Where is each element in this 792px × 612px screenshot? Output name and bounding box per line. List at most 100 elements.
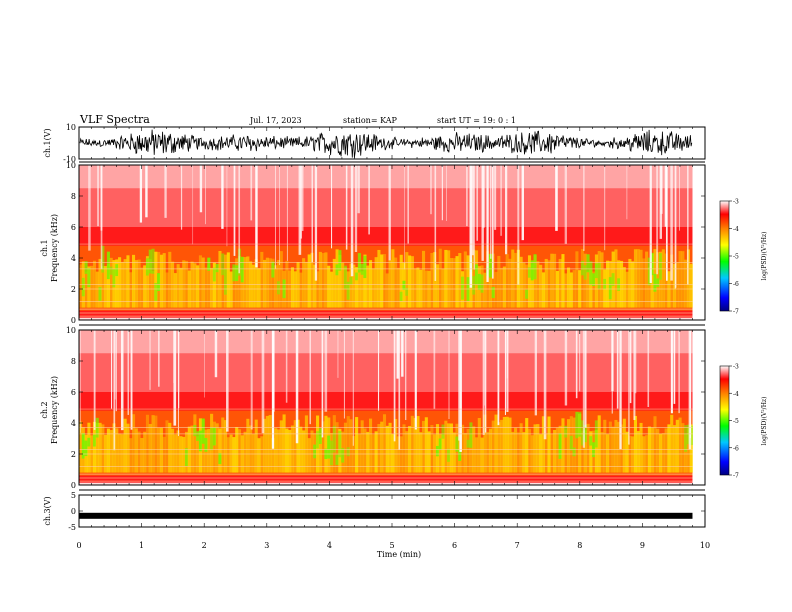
ch2-spec-yellow-cell	[282, 414, 286, 473]
ch2-colorbar-tick-label: -4	[733, 391, 739, 398]
ch2-spec-yellow-cell	[608, 421, 612, 473]
ch2-spec-yellow-cell	[109, 430, 113, 473]
ch3-wave-frame	[78, 494, 706, 528]
ch2-spec-dc-band	[79, 482, 693, 485]
ch1-spec-green-cell	[338, 250, 342, 271]
ch1-spec-green-cell	[145, 258, 150, 276]
ch2-spec-yellow-cell	[684, 433, 688, 473]
ch2-spec-yellow-cell	[486, 431, 490, 473]
ch1-spec-yellow-cell	[271, 258, 275, 308]
figure-title: VLF Spectra	[79, 113, 150, 126]
ch1-spec-yellow-cell	[449, 258, 453, 308]
ch3-waveform-trace	[79, 512, 693, 519]
x-tick-label: 6	[452, 541, 457, 550]
ch1-spec-yellow-cell	[260, 251, 264, 308]
ch2-spec-yellow-cell	[115, 428, 119, 473]
ch2-spec-yellow-cell	[603, 419, 607, 473]
ch2-spec-yellow-cell	[285, 428, 289, 473]
x-tick-label: 5	[389, 541, 394, 550]
ch2-spec-yellow-cell	[449, 423, 453, 473]
ch1-spec-yellow-cell	[441, 268, 445, 308]
ch2-spec-yellow-cell	[466, 428, 470, 473]
ch1-colorbar-tick-label: -6	[733, 281, 739, 288]
ch1-spec-yellow-cell	[123, 259, 127, 308]
ch1-spec-yellow-cell	[645, 251, 649, 308]
ch2-spec-yellow-cell	[625, 431, 629, 473]
ch1-spec-yellow-cell	[438, 248, 442, 308]
ch2-spec-yellow-cell	[380, 421, 384, 473]
ch2-spec-yellow-cell	[218, 428, 222, 473]
ch1-ylabel-line1: ch.1	[40, 239, 49, 256]
ch2-colorbar-tick-label: -6	[733, 445, 739, 452]
ch2-spec-yellow-cell	[661, 433, 665, 473]
ch2-spec-yellow-cell	[653, 416, 657, 473]
ch1-spec-yellow-cell	[355, 267, 359, 308]
ch1-spec-yellow-cell	[550, 253, 554, 308]
ch2-spec-green-cell	[589, 436, 593, 446]
ch1-spec-yellow-cell	[341, 262, 345, 308]
ch1-spec-green-cell	[355, 272, 359, 281]
ch2-spec-green-cell	[572, 447, 576, 457]
ch1-spec-yellow-cell	[363, 254, 367, 308]
ch1-spec-yellow-cell	[332, 258, 336, 308]
ch2-spec-yellow-cell	[134, 428, 138, 473]
ch2-spec-yellow-cell	[123, 418, 127, 473]
ch1-waveform-line	[79, 129, 693, 158]
ch1-spec-yellow-cell	[413, 268, 417, 308]
ch1-spec-yellow-cell	[251, 264, 255, 308]
ch2-spec-yellow-cell	[452, 432, 456, 473]
ch2-spec-yellow-cell	[405, 431, 409, 473]
ch2-spec-yellow-cell	[463, 433, 467, 473]
ch2-spec-yellow-cell	[480, 437, 484, 473]
ch2-spec-yellow-cell	[681, 423, 685, 473]
ch1-spec-green-cell	[488, 253, 493, 278]
ch2-spec-yellow-cell	[594, 430, 598, 473]
ch2-spec-yellow-cell	[416, 416, 420, 473]
ch1-spec-green-cell	[656, 278, 660, 287]
ch1-spec-yellow-cell	[561, 254, 565, 308]
ch1-spec-yellow-cell	[553, 253, 557, 308]
ch2-spec-yellow-cell	[597, 415, 601, 473]
ch1-spec-yellow-cell	[410, 256, 414, 308]
ch1-spec-green-cell	[335, 264, 339, 276]
ch1-spec-yellow-cell	[483, 272, 487, 308]
ch1-spec-yellow-cell	[377, 249, 381, 308]
ch1-spec-green-cell	[594, 263, 598, 279]
ch1-spec-yellow-cell	[514, 252, 518, 308]
ch1-spec-green-cell	[592, 273, 596, 286]
ch2-spec-yellow-cell	[148, 423, 152, 473]
ch2-colorbar: -3 -4 -5 -6 -7	[719, 364, 739, 480]
ch1-spec-yellow-cell	[519, 256, 523, 308]
ch2-spec-yellow-cell	[165, 420, 169, 473]
ch1-spec-green-cell	[154, 282, 158, 301]
ch2-spec-yellow-cell	[221, 417, 225, 473]
ch1-spec-ytick-label: 6	[71, 223, 76, 232]
ch2-spec-yellow-cell	[288, 429, 292, 473]
ch2-spec-green-cell	[466, 439, 470, 448]
ch2-spec-yellow-cell	[159, 427, 163, 473]
ch2-spec-yellow-cell	[589, 431, 593, 473]
ch1-colorbar-tick-label: -4	[733, 226, 739, 233]
ch1-spec-yellow-cell	[134, 260, 138, 308]
ch1-spec-yellow-cell	[399, 254, 403, 308]
ch1-spec-yellow-cell	[380, 254, 384, 308]
ch1-spec-green-cell	[472, 275, 476, 295]
ch1-spec-yellow-cell	[162, 253, 166, 308]
ch2-spec-green-cell	[193, 424, 197, 437]
ch1-spec-yellow-cell	[544, 258, 548, 308]
ch1-spec-yellow-cell	[313, 264, 317, 308]
ch1-spec-green-cell	[98, 287, 102, 301]
ch1-spec-yellow-cell	[633, 249, 638, 308]
ch2-spec-yellow-cell	[600, 432, 604, 473]
ch1-spec-green-cell	[81, 277, 85, 297]
ch1-spec-green-cell	[360, 263, 364, 275]
ch2-spec-yellow-cell	[656, 428, 660, 473]
ch2-spec-yellow-cell	[522, 432, 526, 473]
ch1-wave-ytick-label: -10	[63, 155, 76, 164]
ch2-spec-yellow-cell	[659, 433, 663, 473]
ch1-spec-yellow-cell	[491, 253, 495, 308]
ch1-spec-yellow-cell	[290, 267, 295, 308]
ch2-spec-yellow-cell	[371, 434, 375, 473]
ch2-spec-yellow-cell	[193, 414, 197, 473]
ch2-spec-yellow-cell	[106, 428, 110, 473]
